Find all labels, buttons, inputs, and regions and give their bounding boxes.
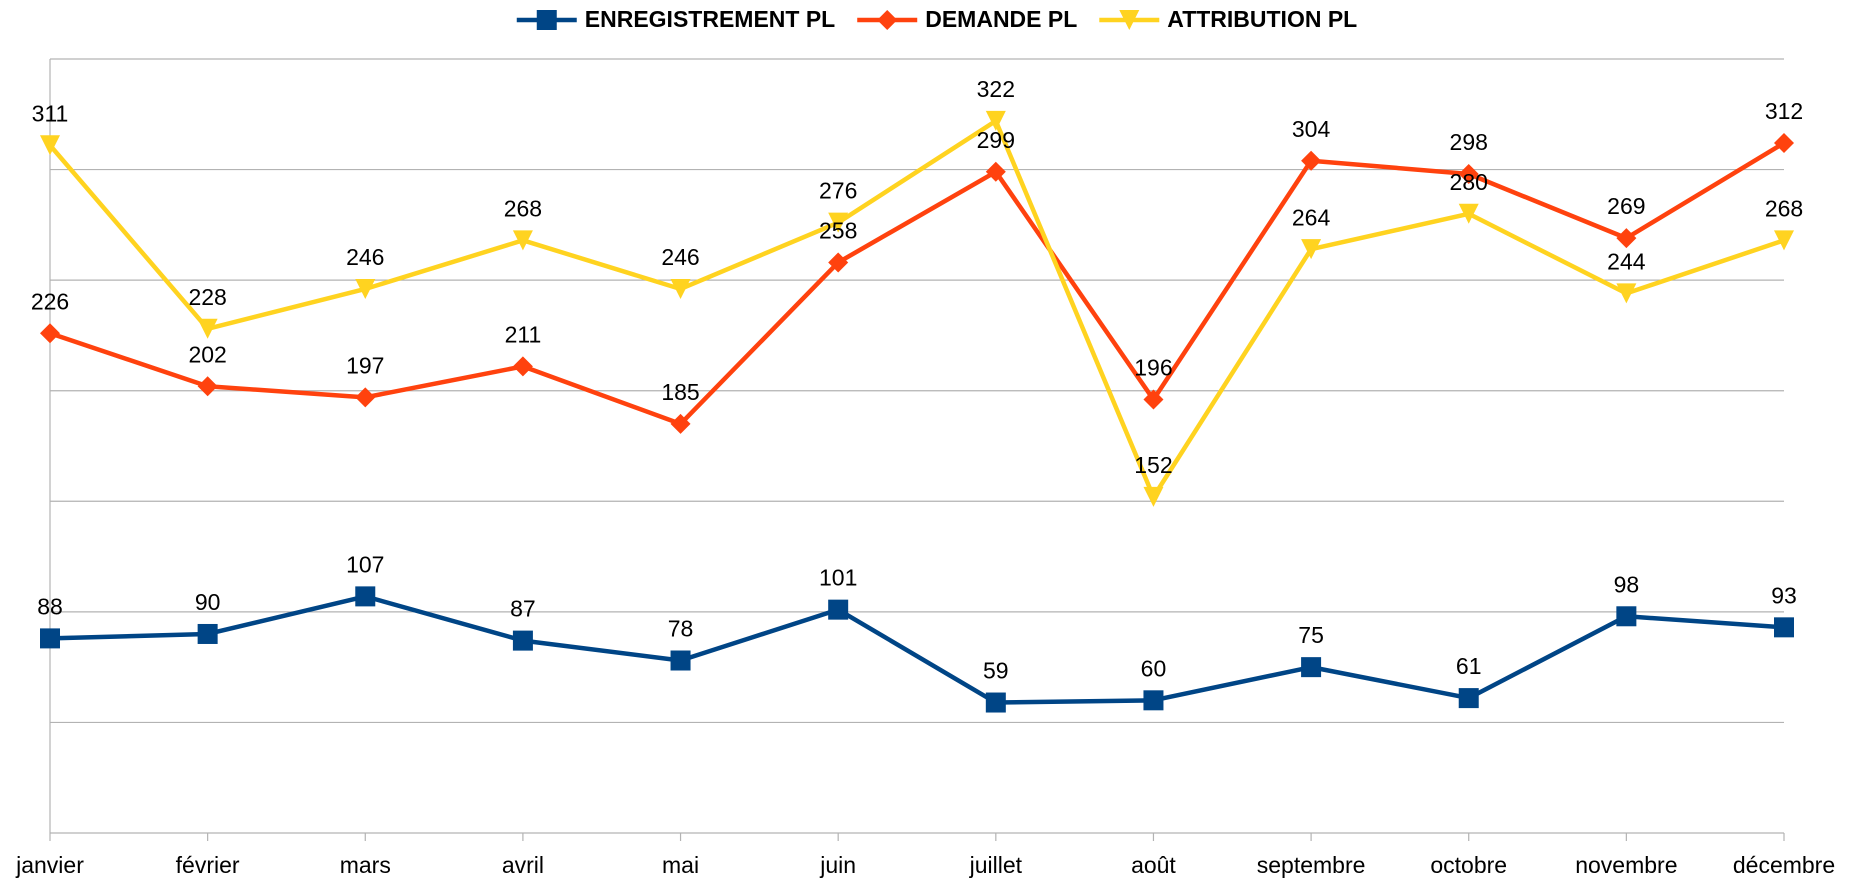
x-tick-label: décembre xyxy=(1733,852,1835,878)
marker xyxy=(828,252,849,273)
data-label: 152 xyxy=(1134,452,1172,478)
marker xyxy=(512,356,533,377)
marker xyxy=(355,278,376,299)
x-tick-label: juin xyxy=(819,852,856,878)
data-label: 101 xyxy=(819,565,857,591)
marker xyxy=(1301,150,1322,171)
x-tick-label: avril xyxy=(502,852,544,878)
data-label: 61 xyxy=(1456,653,1482,679)
marker xyxy=(670,278,691,299)
series-line xyxy=(48,118,1785,500)
data-label: 311 xyxy=(32,100,69,126)
data-label: 226 xyxy=(31,288,69,314)
data-label: 276 xyxy=(819,178,857,204)
marker xyxy=(1143,486,1164,507)
x-tick-label: juillet xyxy=(969,852,1023,878)
marker xyxy=(40,135,60,156)
x-tick-label: août xyxy=(1131,852,1176,878)
marker xyxy=(1458,688,1479,709)
data-label: 93 xyxy=(1771,582,1797,608)
data-label: 197 xyxy=(346,352,384,378)
marker xyxy=(877,10,898,30)
marker xyxy=(512,230,533,251)
data-label: 258 xyxy=(819,218,857,244)
marker xyxy=(985,692,1006,713)
data-label: 322 xyxy=(977,76,1015,102)
data-label: 244 xyxy=(1607,248,1646,274)
x-tick-label: octobre xyxy=(1430,852,1507,878)
data-label: 299 xyxy=(977,127,1015,153)
series-line xyxy=(49,141,1786,427)
marker xyxy=(1616,283,1637,304)
legend-item: ATTRIBUTION PL xyxy=(1099,6,1357,32)
x-tick-label: mars xyxy=(340,852,391,878)
data-label: 90 xyxy=(195,589,221,615)
legend-label: ATTRIBUTION PL xyxy=(1167,6,1357,32)
marker xyxy=(197,376,218,397)
marker xyxy=(1143,690,1164,711)
legend: ENREGISTREMENT PL DEMANDE PL ATTRIBUTION P… xyxy=(516,6,1357,32)
data-label: 268 xyxy=(1765,195,1803,221)
data-label: 246 xyxy=(346,244,384,270)
data-label: 88 xyxy=(37,593,63,619)
marker xyxy=(985,161,1006,182)
data-label: 78 xyxy=(668,616,694,642)
data-label: 59 xyxy=(983,658,1009,684)
data-label: 264 xyxy=(1292,204,1331,230)
data-label: 304 xyxy=(1292,116,1331,142)
data-label: 98 xyxy=(1614,571,1640,597)
x-tick-label: février xyxy=(176,852,240,878)
data-label: 280 xyxy=(1450,169,1488,195)
marker xyxy=(670,650,691,671)
data-label: 107 xyxy=(346,551,384,577)
data-label: 211 xyxy=(505,321,542,347)
legend-item: DEMANDE PL xyxy=(857,6,1077,32)
legend-item: ENREGISTREMENT PL xyxy=(516,6,835,32)
marker xyxy=(40,323,60,344)
data-label: 312 xyxy=(1765,98,1803,124)
data-label: 202 xyxy=(188,341,226,367)
marker xyxy=(1616,606,1637,627)
legend-label: DEMANDE PL xyxy=(925,6,1077,32)
marker xyxy=(1616,228,1637,249)
marker xyxy=(985,110,1006,131)
marker xyxy=(1774,133,1794,154)
data-label: 60 xyxy=(1141,655,1167,681)
marker xyxy=(197,318,218,339)
marker xyxy=(1458,163,1479,184)
marker xyxy=(1301,657,1322,678)
marker xyxy=(512,630,533,651)
marker xyxy=(1774,230,1794,251)
marker xyxy=(1143,389,1164,410)
series-line xyxy=(49,594,1785,705)
marker xyxy=(1458,203,1479,224)
data-label: 87 xyxy=(510,596,536,622)
data-label: 196 xyxy=(1134,355,1172,381)
data-label: 228 xyxy=(188,284,226,310)
marker xyxy=(1774,617,1794,638)
marker xyxy=(1119,10,1140,30)
marker xyxy=(536,10,557,30)
data-label: 75 xyxy=(1298,622,1324,648)
data-label: 268 xyxy=(504,195,542,221)
marker xyxy=(197,623,218,644)
marker xyxy=(1301,239,1322,260)
data-label: 298 xyxy=(1450,129,1488,155)
data-label: 269 xyxy=(1607,193,1645,219)
x-tick-label: mai xyxy=(662,852,699,878)
x-tick-label: janvier xyxy=(15,852,84,878)
x-tick-label: septembre xyxy=(1257,852,1366,878)
marker xyxy=(828,599,849,620)
marker xyxy=(828,212,849,233)
marker xyxy=(670,413,691,434)
marker xyxy=(355,586,376,607)
legend-label: ENREGISTREMENT PL xyxy=(585,6,835,32)
x-tick-label: novembre xyxy=(1575,852,1677,878)
marker xyxy=(355,387,376,408)
data-label: 246 xyxy=(661,244,699,270)
data-label: 185 xyxy=(661,379,699,405)
marker xyxy=(40,628,60,649)
